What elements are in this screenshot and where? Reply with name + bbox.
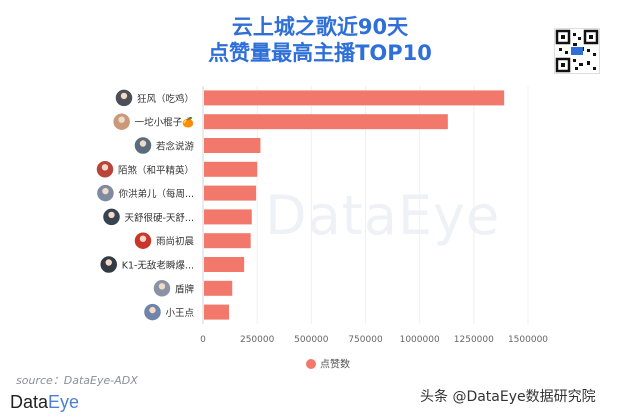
qr-code-icon <box>554 28 600 74</box>
avatar-face <box>102 187 109 195</box>
category-label: 你洪弟儿（每周... <box>118 188 194 200</box>
avatar-face <box>108 211 115 219</box>
bar <box>204 257 245 272</box>
footer-logo: DataEye <box>10 392 79 413</box>
footer-credit: 头条 @DataEye数据研究院 <box>420 389 596 405</box>
category-label: 雨尚初晨 <box>156 236 195 248</box>
category-label: 一坨小棍子🍊 <box>135 117 196 129</box>
bar <box>204 114 448 130</box>
category-label: 若念说游 <box>156 141 195 153</box>
category-label: K1-无敌老瞬爆... <box>122 260 194 272</box>
category-label: 陌煞（和平精英） <box>118 164 194 176</box>
bar <box>204 209 252 225</box>
avatar-face <box>101 164 109 171</box>
legend-marker <box>306 359 316 369</box>
bar <box>204 90 505 106</box>
x-tick-label: 500000 <box>294 335 329 345</box>
bar <box>204 161 258 177</box>
avatar-face <box>105 259 112 266</box>
bar <box>204 280 233 296</box>
x-tick-label: 1500000 <box>508 335 548 345</box>
x-tick-label: 1000000 <box>400 335 440 345</box>
category-label: 天舒很硬-天舒... <box>125 212 195 224</box>
avatar-face <box>120 92 128 100</box>
bar <box>204 185 257 201</box>
footer-logo-part2: Eye <box>48 392 80 412</box>
chart-title-line1: 云上城之歌近90天 <box>231 15 409 39</box>
avatar-face <box>139 140 147 147</box>
source-note: source：DataEye-ADX <box>16 374 138 387</box>
x-tick-label: 1250000 <box>454 335 494 345</box>
x-tick-label: 250000 <box>240 335 275 345</box>
avatar-face <box>149 306 156 314</box>
x-tick-label: 0 <box>200 335 206 345</box>
category-label: 小王点 <box>165 308 194 319</box>
footer-bar <box>0 393 640 417</box>
avatar-face <box>158 283 166 290</box>
bar <box>204 233 251 249</box>
watermark: DataEye <box>265 184 501 247</box>
legend-label: 点赞数 <box>320 358 350 371</box>
avatar-face <box>139 235 147 242</box>
footer-logo-part1: Data <box>10 392 49 412</box>
category-label: 盾牌 <box>175 283 195 295</box>
category-label: 狂风（吃鸡） <box>137 93 194 105</box>
x-tick-label: 750000 <box>348 335 383 345</box>
avatar-face <box>118 116 125 123</box>
chart-title-line2: 点赞量最高主播TOP10 <box>208 41 432 65</box>
bar <box>204 304 229 320</box>
bar <box>204 138 261 153</box>
bar-chart: 0 250000 500000 750000 1000000 1250000 1500000… <box>95 86 548 371</box>
